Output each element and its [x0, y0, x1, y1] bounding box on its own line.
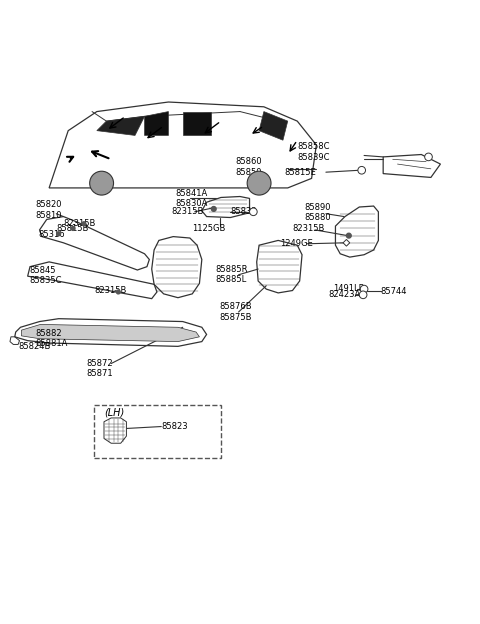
- Text: 82315B: 82315B: [172, 207, 204, 217]
- Circle shape: [90, 171, 114, 195]
- Text: 85885R
85885L: 85885R 85885L: [215, 265, 248, 285]
- Text: 85815E: 85815E: [284, 168, 316, 177]
- Text: 82423A: 82423A: [328, 290, 360, 299]
- Text: 85872
85871: 85872 85871: [86, 359, 113, 378]
- Text: 85832: 85832: [230, 207, 257, 217]
- Text: 85858C
85839C: 85858C 85839C: [297, 142, 330, 162]
- Text: 85845
85835C: 85845 85835C: [29, 266, 61, 285]
- Text: 1249GE: 1249GE: [281, 239, 313, 248]
- Polygon shape: [259, 112, 288, 140]
- Circle shape: [347, 233, 351, 238]
- Text: 85876B
85875B: 85876B 85875B: [219, 302, 252, 322]
- Circle shape: [247, 171, 271, 195]
- Text: (LH): (LH): [104, 407, 124, 417]
- Polygon shape: [22, 324, 199, 341]
- Circle shape: [250, 208, 257, 216]
- Text: 85824B: 85824B: [18, 343, 50, 351]
- Text: 82315B: 82315B: [63, 219, 96, 228]
- Circle shape: [358, 167, 365, 174]
- Text: 1125GB: 1125GB: [192, 225, 226, 233]
- Circle shape: [360, 291, 367, 299]
- Bar: [95, 405, 221, 457]
- Text: 85744: 85744: [381, 286, 408, 296]
- Polygon shape: [183, 112, 211, 135]
- Text: 82315B: 82315B: [95, 286, 127, 295]
- Text: 1491LB: 1491LB: [333, 284, 364, 293]
- Text: 85860
85850: 85860 85850: [235, 157, 262, 177]
- Polygon shape: [144, 112, 168, 135]
- Text: 85820
85810: 85820 85810: [36, 200, 62, 220]
- Circle shape: [71, 227, 75, 230]
- Polygon shape: [97, 116, 144, 135]
- Circle shape: [82, 222, 86, 226]
- Circle shape: [57, 232, 60, 236]
- Text: 85316: 85316: [38, 230, 65, 239]
- Text: 82315B: 82315B: [292, 224, 325, 233]
- Circle shape: [211, 207, 216, 212]
- Circle shape: [425, 153, 432, 161]
- Text: 85841A
85830A: 85841A 85830A: [176, 188, 208, 208]
- Text: 85890
85880: 85890 85880: [304, 203, 331, 222]
- Text: 85815B: 85815B: [56, 224, 89, 233]
- Text: 85882
85881A: 85882 85881A: [36, 329, 68, 348]
- Polygon shape: [343, 240, 350, 246]
- Text: 85823: 85823: [161, 422, 188, 431]
- Circle shape: [116, 290, 120, 294]
- Circle shape: [360, 285, 368, 293]
